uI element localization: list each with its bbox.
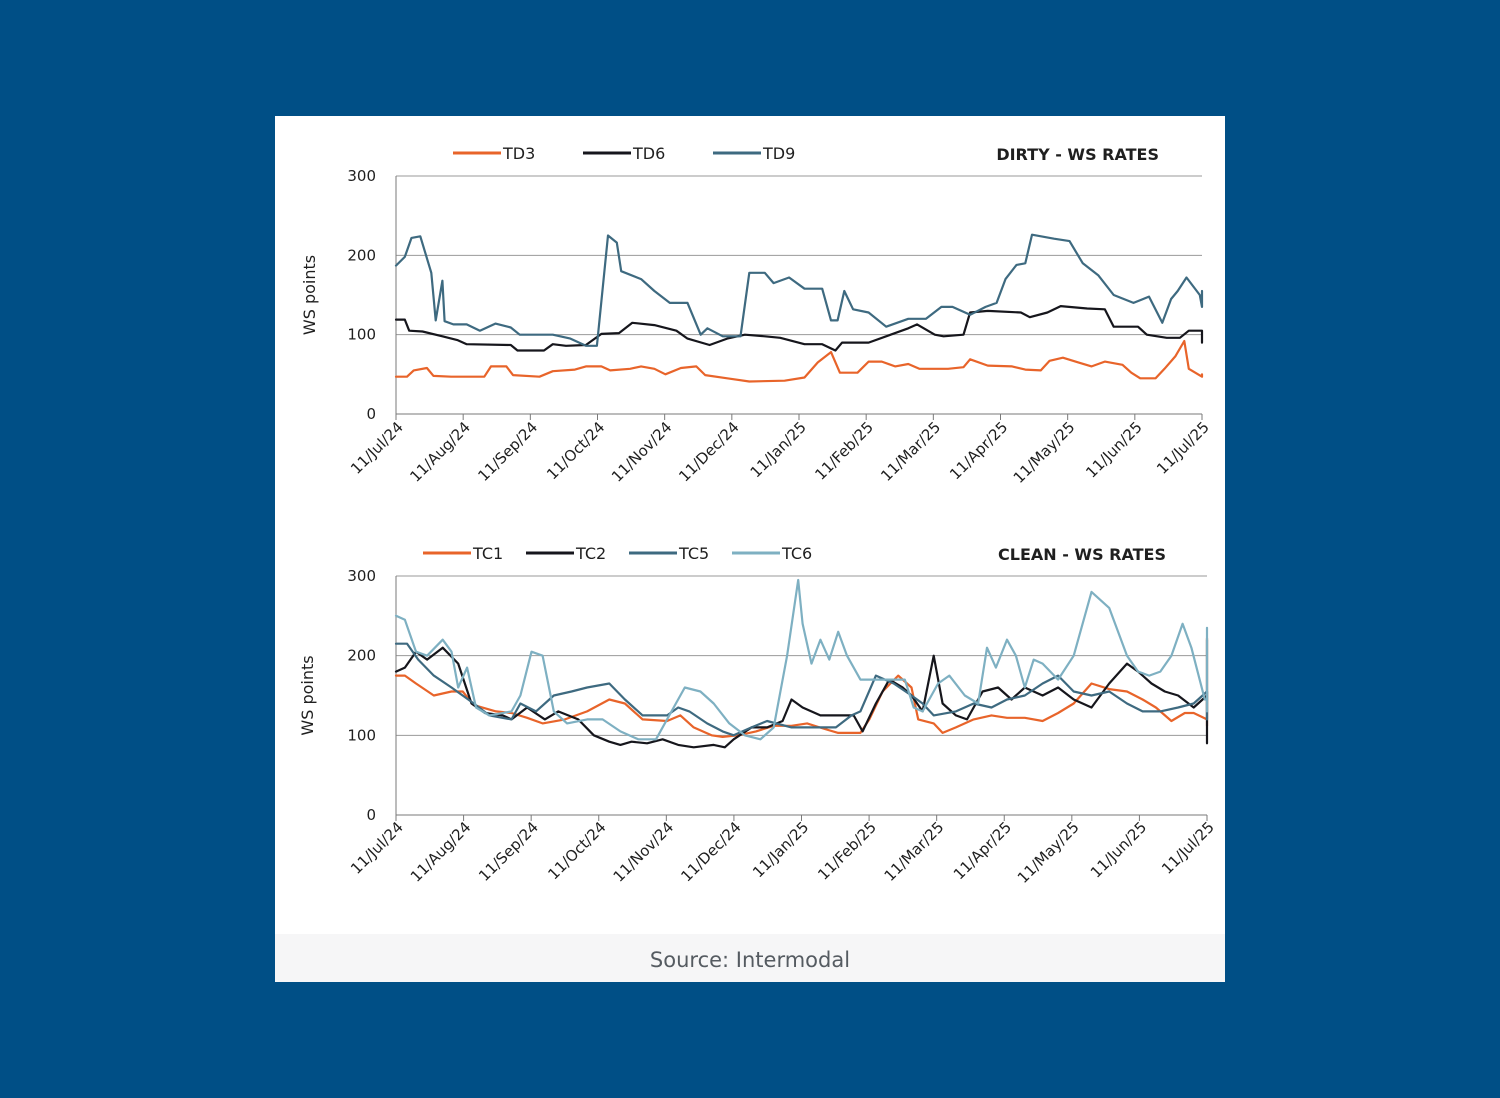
clean-chart-title: CLEAN - WS RATES — [998, 545, 1166, 564]
clean-y-axis-label: WS points — [298, 655, 317, 735]
dirty-x-tick-label: 11/Jun/25 — [1082, 418, 1145, 481]
clean-x-tick-label: 11/Jun/25 — [1087, 818, 1150, 881]
footer-bar — [275, 934, 1225, 982]
clean-legend-label-tc5: TC5 — [678, 544, 709, 563]
dirty-x-tick-label: 11/May/25 — [1010, 418, 1079, 487]
dirty-y-axis-label: WS points — [300, 255, 319, 335]
clean-x-tick-label: 11/Oct/24 — [544, 818, 609, 883]
clean-legend-label-tc6: TC6 — [781, 544, 812, 563]
dirty-y-tick-label: 200 — [347, 246, 376, 264]
dirty-legend-label-td3: TD3 — [502, 144, 535, 163]
dirty-x-tick-label: 11/Apr/25 — [946, 418, 1011, 483]
dirty-series-line-td9 — [394, 233, 1204, 347]
clean-series-line-tc2 — [394, 646, 1209, 749]
dirty-x-tick-label: 11/Aug/24 — [406, 418, 474, 486]
dirty-x-tick-label: 11/Oct/24 — [543, 418, 608, 483]
chart-card: 0 100 200 300 11/Jul/24 11/Aug/24 11/Sep/24 11/… — [275, 116, 1225, 982]
source-caption: Source: Intermodal — [649, 948, 851, 972]
dirty-y-tick-label: 100 — [347, 326, 376, 344]
clean-x-tick-label: 11/Jul/25 — [1158, 818, 1218, 878]
dirty-series-line-td3 — [394, 339, 1204, 383]
dirty-x-tick-label: 11/Sep/24 — [474, 418, 541, 485]
clean-x-tick-label: 11/May/25 — [1014, 818, 1083, 887]
dirty-x-tick-label: 11/Dec/24 — [675, 418, 742, 485]
dirty-x-tick-label: 11/Feb/25 — [811, 418, 877, 484]
clean-series-line-tc6 — [394, 578, 1209, 741]
clean-legend-label-tc1: TC1 — [472, 544, 503, 563]
clean-x-tick-label: 11/Mar/25 — [881, 818, 948, 885]
dirty-y-tick-label: 0 — [366, 405, 376, 423]
dirty-x-tick-label: 11/Jul/24 — [347, 418, 407, 478]
dirty-chart-title: DIRTY - WS RATES — [996, 145, 1159, 164]
clean-y-tick-label: 100 — [347, 726, 376, 744]
dirty-x-tick-label: 11/Jul/25 — [1153, 418, 1213, 478]
dirty-series-line-td6 — [394, 305, 1204, 352]
dirty-x-tick-label: 11/Mar/25 — [877, 418, 944, 485]
dirty-legend-label-td9: TD9 — [762, 144, 795, 163]
clean-x-tick-label: 11/Jan/25 — [749, 818, 812, 881]
clean-series-line-tc5 — [394, 638, 1209, 737]
clean-x-tick-label: 11/Feb/25 — [814, 818, 880, 884]
clean-x-tick-label: 11/Sep/24 — [475, 818, 542, 885]
clean-y-tick-label: 200 — [347, 647, 376, 665]
dirty-y-tick-label: 300 — [347, 167, 376, 185]
clean-x-tick-label: 11/Nov/24 — [610, 818, 678, 886]
clean-x-tick-label: 11/Dec/24 — [677, 818, 744, 885]
dirty-x-tick-label: 11/Nov/24 — [608, 418, 676, 486]
clean-legend-label-tc2: TC2 — [575, 544, 606, 563]
clean-x-tick-label: 11/Apr/25 — [950, 818, 1015, 883]
dirty-x-tick-label: 11/Jan/25 — [747, 418, 810, 481]
clean-series-line-tc1 — [394, 637, 1209, 738]
clean-x-tick-label: 11/Jul/24 — [347, 818, 407, 878]
clean-x-tick-label: 11/Aug/24 — [407, 818, 475, 886]
dirty-legend-label-td6: TD6 — [632, 144, 665, 163]
clean-y-tick-label: 300 — [347, 567, 376, 585]
clean-y-tick-label: 0 — [366, 806, 376, 824]
